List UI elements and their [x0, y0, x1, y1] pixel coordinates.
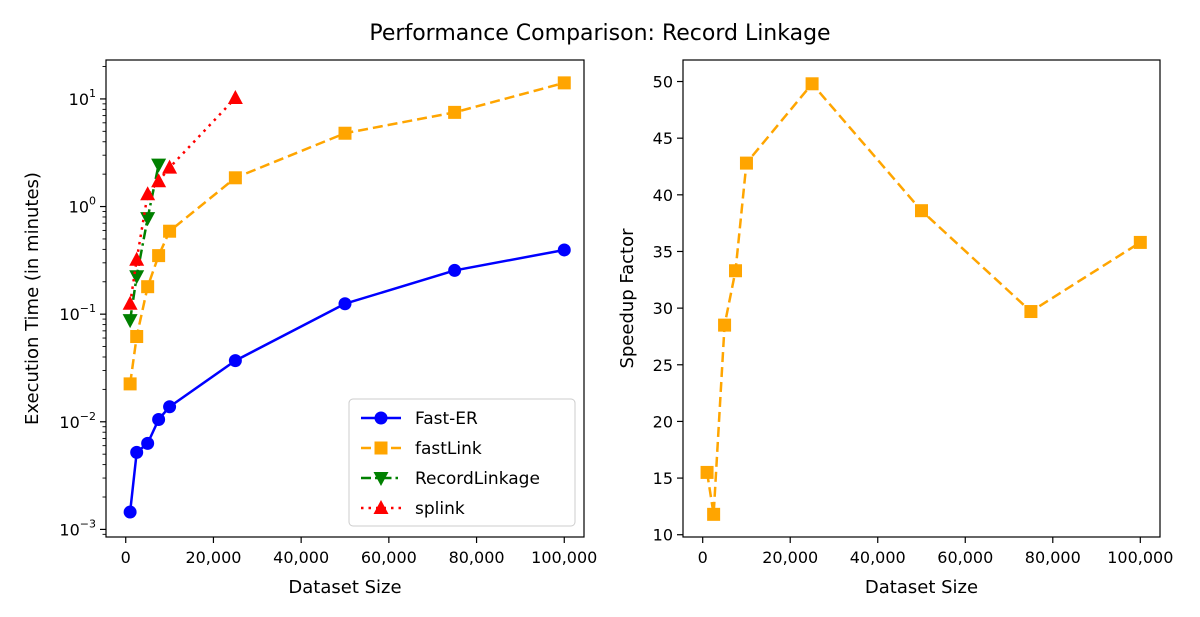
- legend-marker: [373, 500, 389, 514]
- x-tick-label: 0: [121, 548, 131, 567]
- data-point: [805, 77, 819, 91]
- data-point: [718, 318, 732, 332]
- y-axis-label: Speedup Factor: [617, 228, 638, 369]
- legend-marker: [374, 441, 388, 455]
- data-point: [122, 314, 138, 329]
- data-point: [1024, 305, 1038, 319]
- legend-entry: RecordLinkage: [361, 469, 540, 489]
- y-tick-label: 40: [653, 186, 673, 205]
- data-point: [123, 505, 137, 519]
- legend-entry: splink: [361, 499, 465, 519]
- x-tick-label: 80,000: [1025, 548, 1081, 567]
- y-tick-label: 35: [653, 242, 673, 261]
- data-point: [700, 465, 714, 479]
- data-point: [338, 297, 352, 311]
- data-point: [140, 212, 156, 227]
- speedup-factor-chart: 0 20,000 40,000 60,000 80,000 100,000 10 15 20 25…: [617, 59, 1173, 598]
- x-tick-label: 40,000: [273, 548, 329, 567]
- legend-marker: [373, 472, 389, 486]
- data-point: [151, 173, 167, 188]
- data-point: [739, 156, 753, 170]
- x-tick-label: 60,000: [937, 548, 993, 567]
- y-tick-label: 101: [69, 87, 96, 109]
- x-tick-label: 100,000: [531, 548, 597, 567]
- legend-label: RecordLinkage: [415, 469, 540, 489]
- data-point: [129, 270, 145, 285]
- axes-frame: [105, 59, 585, 538]
- x-tick-label: 80,000: [449, 548, 505, 567]
- legend-entry: Fast-ER: [361, 409, 478, 429]
- data-point: [228, 354, 242, 368]
- series-line: [705, 82, 1141, 516]
- y-axis-label: Execution Time (in minutes): [22, 172, 43, 425]
- legend-label: Fast-ER: [415, 409, 478, 429]
- data-point: [915, 204, 928, 218]
- legend-entry: fastLink: [361, 439, 482, 459]
- data-point: [228, 171, 242, 185]
- data-point: [707, 507, 721, 521]
- data-point: [152, 413, 166, 427]
- y-tick-label: 10: [653, 526, 673, 545]
- x-axis-label: Dataset Size: [288, 577, 401, 598]
- series-line: [128, 164, 160, 321]
- data-point: [448, 105, 462, 119]
- data-point: [163, 400, 177, 414]
- data-point: [129, 251, 145, 266]
- data-point: [151, 158, 167, 173]
- data-point: [152, 249, 166, 263]
- y-tick-label: 45: [653, 129, 673, 148]
- figure-title: Performance Comparison: Record Linkage: [369, 21, 830, 46]
- data-point: [1133, 235, 1147, 249]
- data-point: [140, 186, 156, 201]
- y-tick-label: 10−2: [59, 410, 96, 432]
- data-point: [557, 243, 571, 257]
- data-point: [141, 436, 155, 450]
- x-axis-label: Dataset Size: [865, 577, 978, 598]
- x-tick-label: 20,000: [185, 548, 241, 567]
- execution-time-chart: 0 20,000 40,000 60,000 80,000 100,000 10−3 10−2…: [22, 59, 597, 598]
- data-point: [338, 126, 352, 140]
- data-point: [729, 264, 743, 278]
- data-point: [122, 295, 138, 310]
- data-point: [227, 90, 243, 105]
- x-tick-label: 40,000: [850, 548, 906, 567]
- legend-label: splink: [415, 499, 465, 519]
- axes-frame: [682, 59, 1161, 538]
- x-tick-label: 20,000: [762, 548, 818, 567]
- series-splink: [122, 90, 243, 310]
- data-point: [130, 330, 144, 344]
- series-recordlinkage: [122, 158, 167, 329]
- series-speedup: [700, 77, 1147, 521]
- y-tick-label: 15: [653, 469, 673, 488]
- data-point: [557, 76, 571, 90]
- series-line: [128, 97, 237, 304]
- legend-marker: [374, 411, 388, 425]
- x-tick-label: 60,000: [361, 548, 417, 567]
- legend-box: [348, 398, 576, 527]
- y-tick-label: 10−3: [59, 517, 96, 539]
- data-point: [448, 263, 462, 277]
- legend-label: fastLink: [415, 439, 482, 459]
- x-tick-label: 100,000: [1107, 548, 1173, 567]
- series-fast-er: [123, 243, 571, 519]
- y-tick-label: 100: [69, 195, 96, 217]
- y-tick-label: 10−1: [59, 302, 96, 324]
- data-point: [163, 224, 177, 238]
- y-tick-label: 20: [653, 412, 673, 431]
- x-tick-label: 0: [698, 548, 708, 567]
- legend: Fast-ER fastLink RecordLinkage splink: [348, 398, 576, 527]
- y-tick-label: 25: [653, 356, 673, 375]
- data-point: [130, 445, 144, 459]
- series-fastlink: [123, 76, 571, 391]
- y-tick-label: 30: [653, 299, 673, 318]
- data-point: [162, 159, 178, 174]
- data-point: [123, 377, 137, 391]
- y-tick-label: 50: [653, 73, 673, 92]
- data-point: [141, 280, 155, 294]
